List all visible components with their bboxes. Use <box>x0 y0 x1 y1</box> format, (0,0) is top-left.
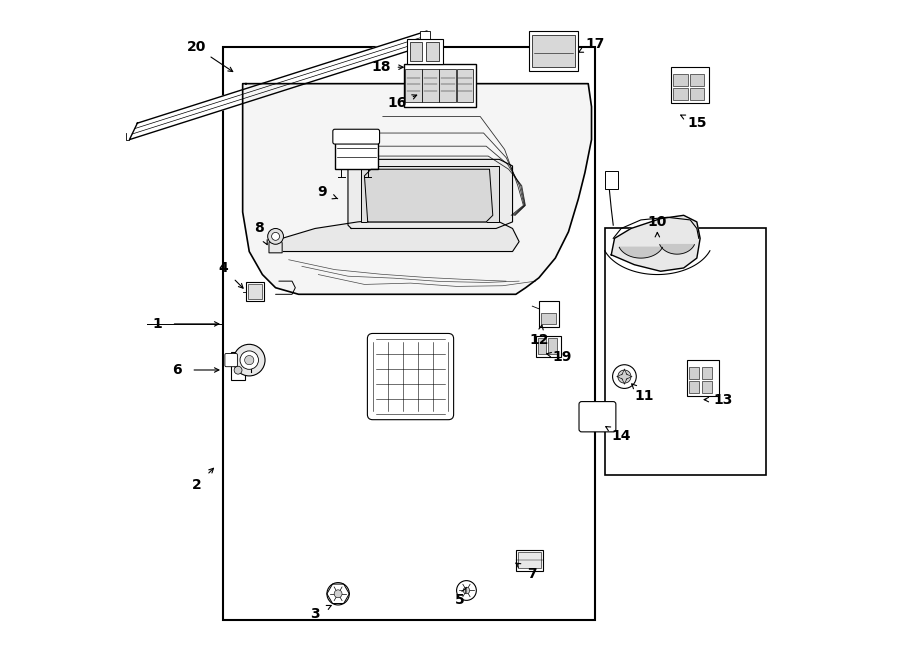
Bar <box>518 553 541 568</box>
Text: 18: 18 <box>371 60 391 74</box>
Text: 6: 6 <box>172 363 182 377</box>
Bar <box>427 42 439 61</box>
Text: 14: 14 <box>611 429 631 443</box>
Bar <box>405 69 422 102</box>
Text: 7: 7 <box>527 567 537 581</box>
Text: 15: 15 <box>687 116 707 130</box>
Bar <box>223 48 595 620</box>
Bar <box>248 284 263 299</box>
Bar <box>537 338 546 354</box>
Bar <box>410 42 422 61</box>
Circle shape <box>240 351 258 369</box>
Bar <box>335 133 378 169</box>
Polygon shape <box>269 240 283 253</box>
Bar <box>536 336 561 357</box>
Circle shape <box>464 587 470 594</box>
Circle shape <box>272 233 280 241</box>
Circle shape <box>613 365 636 389</box>
Text: 3: 3 <box>310 607 320 621</box>
Text: 5: 5 <box>455 594 464 607</box>
Bar <box>404 64 476 106</box>
Bar <box>702 381 712 393</box>
Polygon shape <box>130 31 427 139</box>
Polygon shape <box>275 219 519 252</box>
Bar <box>407 39 444 64</box>
Circle shape <box>617 370 631 383</box>
Bar <box>688 381 698 393</box>
Text: 12: 12 <box>529 333 549 348</box>
FancyBboxPatch shape <box>367 333 454 420</box>
Bar <box>422 69 439 102</box>
Bar <box>605 171 617 189</box>
Bar <box>673 74 688 86</box>
Text: 17: 17 <box>585 37 605 51</box>
Bar <box>542 313 556 324</box>
Bar <box>702 367 712 379</box>
Circle shape <box>233 344 265 376</box>
Text: 1: 1 <box>152 317 162 331</box>
Text: 2: 2 <box>192 478 202 492</box>
Text: 19: 19 <box>553 350 572 364</box>
Bar <box>688 367 698 379</box>
Bar <box>539 301 559 327</box>
Text: 16: 16 <box>388 97 407 110</box>
Circle shape <box>456 580 476 600</box>
Polygon shape <box>619 247 662 258</box>
Circle shape <box>327 582 349 605</box>
Bar <box>456 69 473 102</box>
Bar <box>689 74 704 86</box>
Bar <box>548 338 556 354</box>
Bar <box>673 89 688 100</box>
FancyBboxPatch shape <box>333 130 380 144</box>
Circle shape <box>245 356 254 365</box>
Text: 13: 13 <box>714 393 733 407</box>
Bar <box>516 550 544 570</box>
Bar <box>230 352 246 380</box>
Polygon shape <box>243 84 591 294</box>
Bar <box>605 229 766 475</box>
Polygon shape <box>348 159 512 229</box>
Bar <box>439 69 456 102</box>
Text: 11: 11 <box>634 389 654 403</box>
Bar <box>670 67 708 103</box>
Text: 8: 8 <box>254 221 264 235</box>
Bar <box>246 282 265 301</box>
Text: 20: 20 <box>187 40 206 54</box>
Text: 4: 4 <box>218 261 228 275</box>
FancyBboxPatch shape <box>579 402 616 432</box>
Polygon shape <box>660 245 695 254</box>
Bar <box>361 166 500 222</box>
Circle shape <box>234 366 242 374</box>
Polygon shape <box>611 215 700 271</box>
Circle shape <box>334 590 342 598</box>
Text: 9: 9 <box>317 185 327 199</box>
Circle shape <box>267 229 284 245</box>
Bar <box>529 31 579 71</box>
Bar <box>532 35 575 67</box>
FancyBboxPatch shape <box>225 354 238 367</box>
Polygon shape <box>364 169 493 222</box>
Bar <box>687 360 718 397</box>
Text: 10: 10 <box>648 215 667 229</box>
Bar <box>420 31 430 51</box>
Bar <box>689 89 704 100</box>
